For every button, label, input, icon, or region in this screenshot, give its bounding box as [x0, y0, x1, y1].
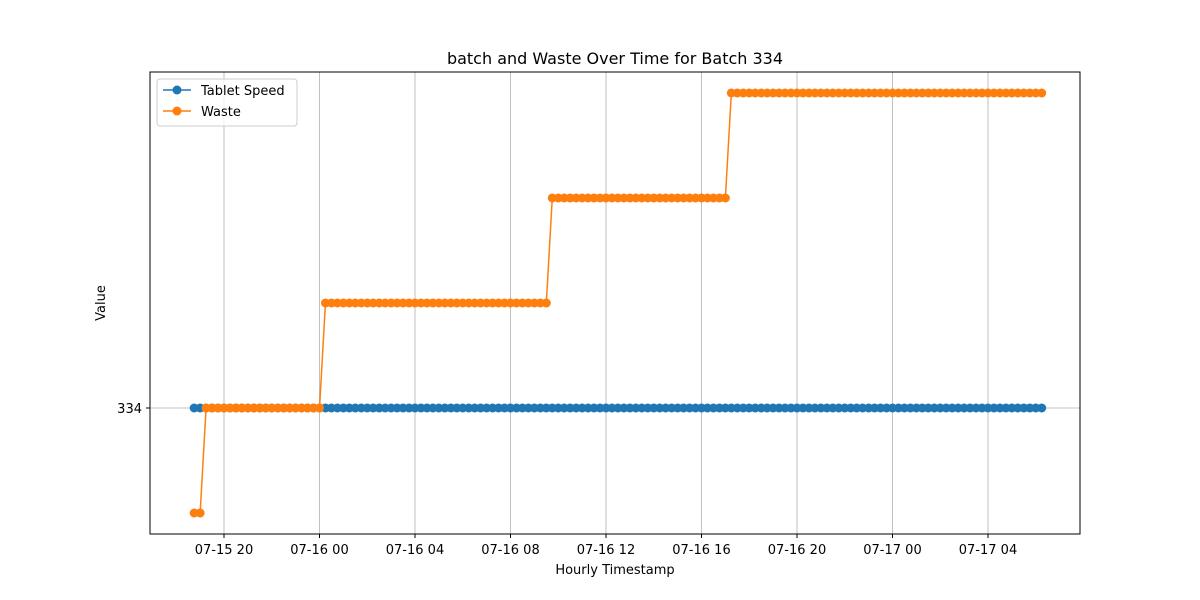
data-point — [315, 403, 324, 413]
x-tick-label: 07-16 04 — [386, 543, 444, 558]
plot-frame — [149, 71, 1081, 535]
data-point — [1037, 403, 1047, 413]
legend-box — [156, 78, 298, 127]
series-waste — [189, 88, 1047, 518]
x-tick-label: 07-17 04 — [959, 543, 1017, 558]
y-axis-label: Value — [94, 285, 109, 321]
data-point — [195, 508, 205, 518]
legend: Tablet Speed Waste — [156, 78, 298, 127]
x-tick-label: 07-16 16 — [672, 543, 730, 558]
legend-marker-tablet-speed — [172, 85, 182, 95]
legend-label-tablet-speed: Tablet Speed — [200, 84, 285, 99]
data-point — [541, 298, 551, 308]
x-tick-label: 07-16 00 — [290, 543, 348, 558]
y-tick-label: 334 — [117, 402, 142, 417]
x-tick-label: 07-16 08 — [481, 543, 539, 558]
x-tick-label: 07-17 00 — [863, 543, 921, 558]
x-tick-label: 07-16 12 — [577, 543, 635, 558]
plot-area — [150, 72, 1080, 534]
legend-label-waste: Waste — [201, 105, 241, 120]
x-tick-label: 07-16 20 — [768, 543, 826, 558]
legend-marker-waste — [172, 106, 182, 116]
y-axis: 334 — [117, 402, 150, 417]
series-lines — [189, 88, 1047, 518]
x-axis: 07-15 20 07-16 00 07-16 04 07-16 08 07-16 12… — [195, 534, 1017, 558]
x-axis-label: Hourly Timestamp — [555, 563, 674, 578]
x-tick-label: 07-15 20 — [195, 543, 253, 558]
chart-title: batch and Waste Over Time for Batch 334 — [447, 49, 783, 68]
data-point — [1037, 88, 1047, 98]
data-point — [720, 193, 730, 203]
